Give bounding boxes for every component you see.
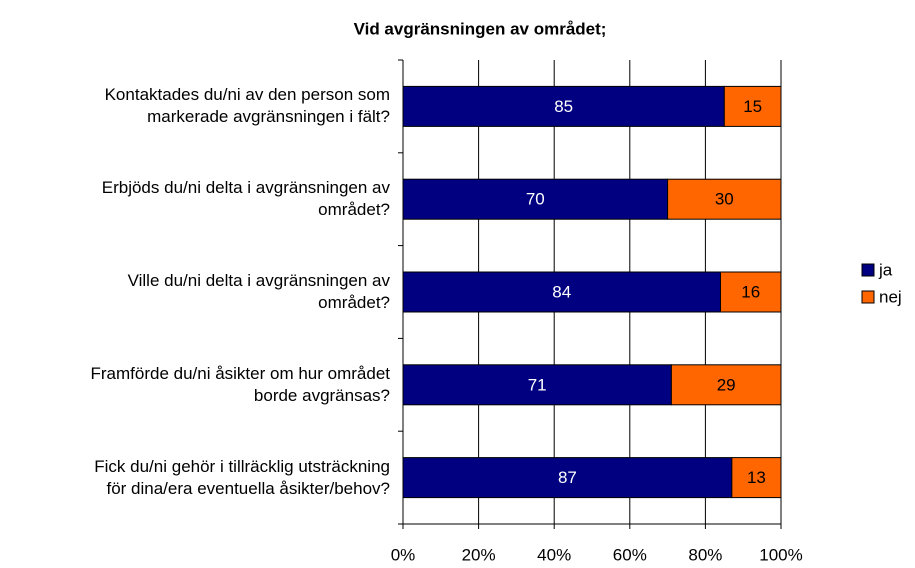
legend-swatch xyxy=(861,290,875,304)
bar-segment xyxy=(723,85,782,127)
bar-segment xyxy=(402,271,722,313)
legend-swatch xyxy=(861,263,875,277)
data-label: 70 xyxy=(526,190,545,209)
data-label: 15 xyxy=(743,97,762,116)
legend-label: ja xyxy=(878,260,893,279)
y-tick-label: Fick du/ni gehör i tillräcklig utsträckn… xyxy=(94,456,390,498)
data-label: 87 xyxy=(558,468,577,487)
bar-segment xyxy=(402,85,725,127)
x-tick-label: 100% xyxy=(759,545,802,564)
data-label: 30 xyxy=(715,190,734,209)
y-tick-label: Erbjöds du/ni delta i avgränsningen av o… xyxy=(101,178,390,220)
bar-segment xyxy=(670,364,782,406)
x-tick-label: 40% xyxy=(537,545,571,564)
data-label: 13 xyxy=(747,468,766,487)
bar-segment xyxy=(731,457,782,499)
x-tick-label: 0% xyxy=(391,545,416,564)
legend-label: nej xyxy=(879,287,902,306)
bar-segment xyxy=(667,178,782,220)
data-label: 84 xyxy=(552,282,571,301)
bar-segment xyxy=(402,457,733,499)
data-label: 16 xyxy=(741,282,760,301)
x-tick-label: 80% xyxy=(688,545,722,564)
chart-title: Vid avgränsningen av området; xyxy=(354,19,607,38)
data-label: 71 xyxy=(528,375,547,394)
x-tick-label: 20% xyxy=(462,545,496,564)
bar-segment xyxy=(720,271,782,313)
y-tick-label: Kontaktades du/ni av den person som mark… xyxy=(104,85,390,127)
y-tick-label: Ville du/ni delta i avgränsningen av omr… xyxy=(127,271,390,312)
bar-segment xyxy=(402,364,672,406)
data-label: 29 xyxy=(717,375,736,394)
y-tick-label: Framförde du/ni åsikter om hur området b… xyxy=(90,363,390,405)
data-label: 85 xyxy=(554,97,573,116)
x-tick-label: 60% xyxy=(613,545,647,564)
bar-segment xyxy=(402,178,669,220)
